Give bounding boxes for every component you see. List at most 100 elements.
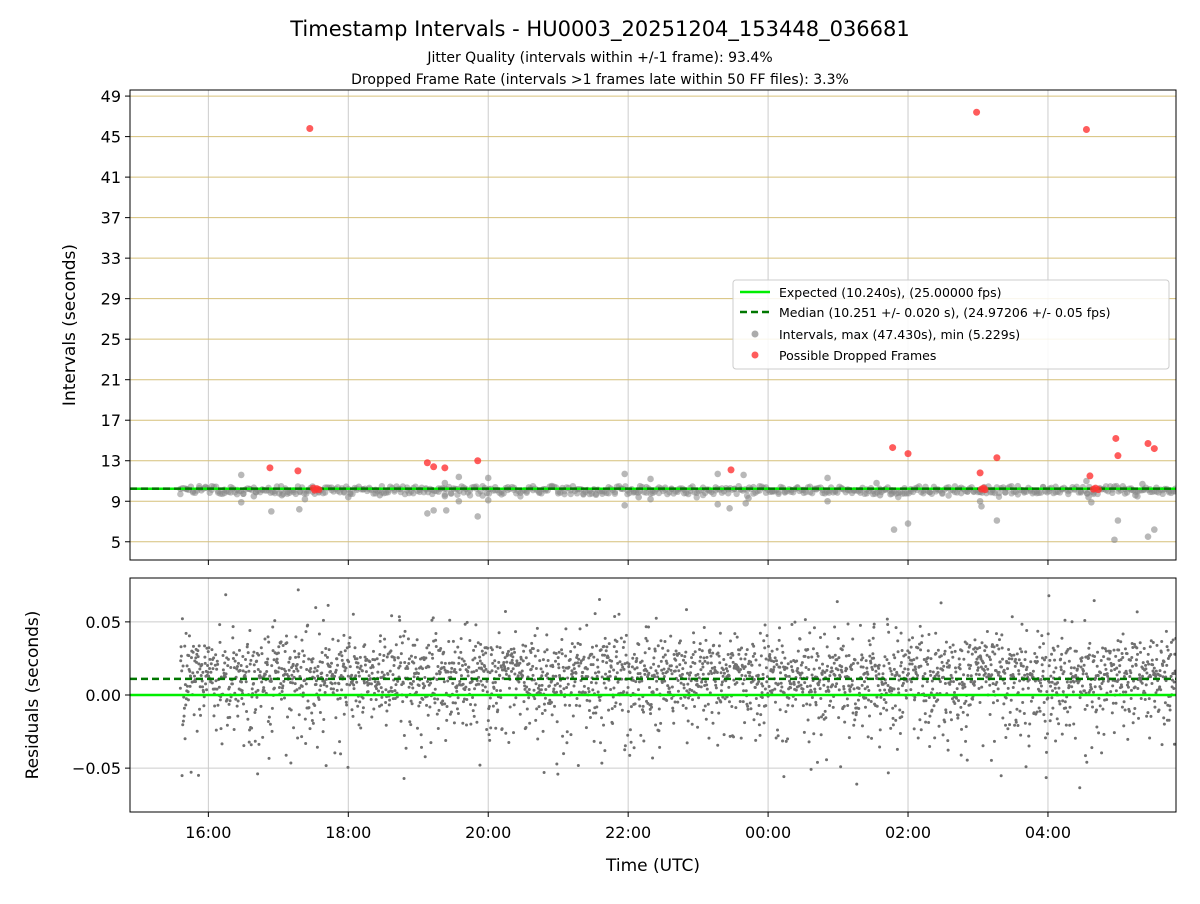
- residual-point: [727, 674, 731, 678]
- residual-point: [252, 681, 256, 685]
- residual-point: [1042, 701, 1046, 705]
- residual-point: [702, 626, 706, 630]
- residual-point: [256, 667, 260, 671]
- residual-point: [619, 636, 623, 640]
- residual-point: [1138, 673, 1142, 677]
- residual-point: [544, 664, 548, 668]
- residual-point: [1013, 664, 1017, 668]
- residual-point: [585, 667, 589, 671]
- residual-point: [280, 690, 284, 694]
- residual-point: [705, 687, 709, 691]
- residual-point: [1057, 699, 1061, 703]
- residual-point: [724, 663, 728, 667]
- residual-point: [728, 734, 732, 738]
- interval-point: [290, 488, 297, 496]
- residual-point: [310, 660, 314, 664]
- residual-point: [1015, 707, 1019, 711]
- residual-point: [1070, 685, 1074, 689]
- residual-point: [840, 665, 844, 669]
- residual-point: [344, 666, 348, 670]
- residual-point: [1132, 642, 1136, 646]
- residual-point: [855, 782, 859, 786]
- residual-point: [610, 659, 614, 663]
- residual-point: [578, 627, 582, 631]
- residual-point: [242, 702, 246, 706]
- residual-point: [844, 654, 848, 658]
- residual-point: [1046, 632, 1050, 636]
- residual-point: [790, 623, 794, 627]
- residual-point: [1089, 683, 1093, 687]
- residual-point: [585, 623, 589, 627]
- residual-point: [214, 653, 218, 657]
- residual-point: [721, 674, 725, 678]
- residual-point: [277, 686, 281, 690]
- residual-point: [394, 643, 398, 647]
- residual-point: [315, 669, 319, 673]
- residual-point: [1008, 710, 1012, 714]
- residual-point: [514, 687, 518, 691]
- residual-point: [403, 661, 407, 665]
- interval-point: [725, 490, 732, 497]
- residual-point: [563, 703, 567, 707]
- residual-point: [831, 705, 835, 709]
- interval-outlier-point: [978, 503, 985, 510]
- interval-outlier-point: [1132, 491, 1139, 499]
- residual-point: [317, 698, 321, 702]
- residual-point: [620, 708, 624, 712]
- residual-point: [797, 680, 801, 684]
- residual-point: [924, 720, 928, 724]
- residual-point: [952, 690, 956, 694]
- residual-point: [867, 639, 871, 643]
- residual-point: [680, 672, 684, 676]
- residual-point: [377, 662, 381, 666]
- residual-point: [498, 689, 502, 693]
- residual-point: [870, 736, 874, 740]
- residual-point: [348, 665, 352, 669]
- residual-point: [491, 661, 495, 665]
- residual-point: [971, 697, 975, 701]
- residual-point: [518, 661, 522, 665]
- residual-point: [282, 679, 286, 683]
- residual-point: [731, 653, 735, 657]
- residual-point: [1050, 696, 1054, 700]
- residual-point: [886, 771, 890, 775]
- residual-point: [425, 703, 429, 707]
- residual-point: [649, 712, 653, 716]
- residual-point: [939, 654, 943, 658]
- residual-point: [1007, 657, 1011, 661]
- residual-point: [775, 647, 779, 651]
- residual-point: [817, 716, 821, 720]
- residual-point: [659, 721, 663, 725]
- residual-point: [1091, 705, 1095, 709]
- residual-point: [429, 741, 433, 745]
- residual-point: [446, 670, 450, 674]
- residual-point: [1004, 696, 1008, 700]
- residual-point: [459, 674, 463, 678]
- residual-point: [511, 655, 515, 659]
- residual-point: [183, 683, 187, 687]
- residual-point: [228, 715, 232, 719]
- residual-point: [239, 664, 243, 668]
- residual-point: [921, 674, 925, 678]
- residual-point: [722, 733, 726, 737]
- residual-point: [571, 671, 575, 675]
- residual-point: [887, 661, 891, 665]
- residual-point: [286, 715, 290, 719]
- residual-point: [384, 700, 388, 704]
- residual-point: [575, 697, 579, 701]
- residual-point: [990, 673, 994, 677]
- residual-point: [871, 636, 875, 640]
- residual-point: [778, 708, 782, 712]
- dropped-frame-point: [993, 454, 1001, 462]
- residual-point: [570, 642, 574, 646]
- residual-point: [1144, 667, 1148, 671]
- residual-point: [799, 663, 803, 667]
- residual-point: [618, 702, 622, 706]
- residual-point: [941, 733, 945, 737]
- residual-point: [181, 719, 185, 723]
- residual-point: [790, 665, 794, 669]
- residual-point: [333, 674, 337, 678]
- residual-point: [557, 666, 561, 670]
- residual-point: [417, 684, 421, 688]
